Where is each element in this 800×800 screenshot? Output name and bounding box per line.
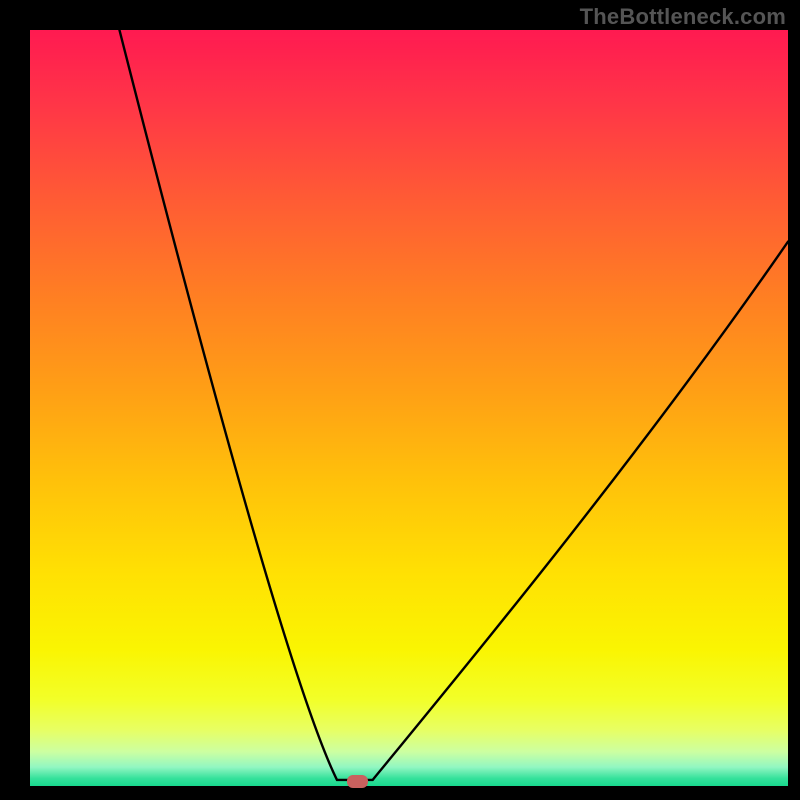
watermark-text: TheBottleneck.com (580, 4, 786, 30)
curve-path (119, 30, 788, 780)
minimum-marker (347, 775, 368, 789)
plot-area (30, 30, 788, 786)
bottleneck-curve (30, 30, 788, 786)
